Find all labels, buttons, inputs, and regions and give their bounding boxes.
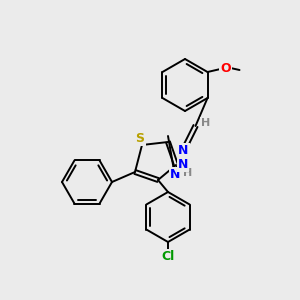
Text: N: N: [170, 167, 181, 181]
Text: H: H: [201, 118, 210, 128]
Text: O: O: [220, 61, 231, 74]
Text: S: S: [136, 131, 145, 145]
Text: Cl: Cl: [161, 250, 175, 262]
Text: H: H: [183, 168, 192, 178]
Text: N: N: [178, 158, 188, 170]
Text: N: N: [178, 143, 189, 157]
